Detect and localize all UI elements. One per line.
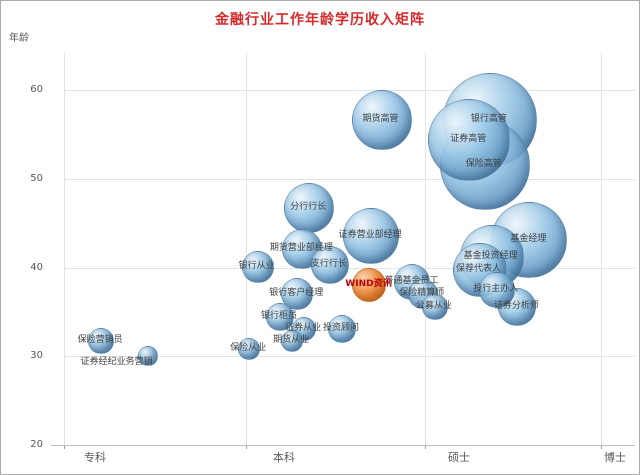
- bubble: [310, 245, 349, 284]
- wind-watermark-label: WIND资讯: [345, 279, 392, 290]
- bubble: [351, 90, 412, 151]
- x-axis-tick: [601, 445, 602, 449]
- bubble: [343, 207, 400, 264]
- v-gridline: [601, 53, 602, 445]
- h-gridline: [64, 267, 635, 269]
- bubble: [428, 98, 511, 181]
- bubble-label: 银行柜员: [261, 311, 298, 322]
- bubble-label: 期货高管: [362, 114, 399, 125]
- bubble-label: 保险高管: [465, 158, 502, 169]
- bubble-label: 证券从业: [285, 322, 322, 333]
- bubble-label: 支行行长: [310, 258, 347, 269]
- x-axis-tick: [64, 445, 65, 449]
- bubble-label: 保荐代表人: [456, 264, 502, 275]
- bubble: [421, 293, 448, 320]
- y-tick-label: 20: [30, 439, 43, 450]
- x-axis-tick: [425, 445, 426, 449]
- h-gridline: [64, 356, 635, 358]
- bubble-label: 银行客户经理: [269, 288, 324, 299]
- bubble-label: 基金经理: [510, 234, 547, 245]
- x-tick-label: 专科: [84, 451, 106, 464]
- h-gridline: [64, 90, 635, 91]
- bubble: [266, 303, 295, 332]
- v-gridline: [246, 53, 247, 445]
- bubble: [137, 346, 158, 367]
- x-tick-label: 博士: [604, 451, 626, 464]
- bubble: [88, 328, 115, 355]
- v-gridline: [425, 53, 426, 445]
- bubble-label: 证券经纪业务营销: [80, 357, 153, 368]
- bubble-label: 银行高管: [470, 114, 507, 125]
- bubble-wind-watermark: [352, 268, 387, 303]
- x-tick-label: 硕士: [448, 451, 470, 464]
- x-axis-line: [51, 445, 635, 446]
- x-axis-tick: [246, 445, 247, 449]
- y-tick-label: 30: [30, 350, 43, 362]
- bubble-label: 投行主办人: [473, 283, 519, 294]
- bubble-label: 证券高管: [450, 133, 487, 144]
- bubble-label: 保险从业: [230, 343, 267, 354]
- y-tick-label: 40: [30, 261, 43, 273]
- bubble-label: 基金投资经理: [463, 250, 518, 261]
- bubble-label: 分行行长: [290, 202, 327, 213]
- x-tick-label: 本科: [273, 451, 295, 464]
- bubble-label: 保险精算师: [399, 288, 445, 299]
- y-tick-label: 50: [30, 172, 43, 184]
- bubble-label: 公募从业: [415, 300, 452, 311]
- bubble: [284, 183, 335, 234]
- bubble: [281, 330, 304, 353]
- bubble: [478, 271, 515, 308]
- h-gridline: [64, 178, 635, 180]
- bubble-label: 期货营业部经理: [269, 242, 333, 253]
- bubble: [327, 314, 356, 343]
- bubble-label: 证券营业部经理: [338, 229, 402, 240]
- bubble-label: 银行从业: [238, 260, 275, 271]
- bubble-label: 证券分析师: [493, 300, 539, 311]
- bubble-label: 保险营销员: [77, 335, 123, 346]
- y-axis-title: 年龄: [9, 33, 29, 44]
- bubble: [238, 338, 261, 361]
- y-tick-label: 60: [30, 84, 43, 95]
- bubble: [241, 250, 274, 283]
- bubble: [281, 278, 314, 311]
- y-axis-line: [64, 53, 65, 445]
- bubble-label: 期货从业: [273, 335, 310, 346]
- chart-title: 金融行业工作年龄学历收入矩阵: [215, 12, 425, 28]
- bubble-label: 普通基金员工: [384, 275, 439, 286]
- bubble-label: 投资顾问: [322, 322, 359, 333]
